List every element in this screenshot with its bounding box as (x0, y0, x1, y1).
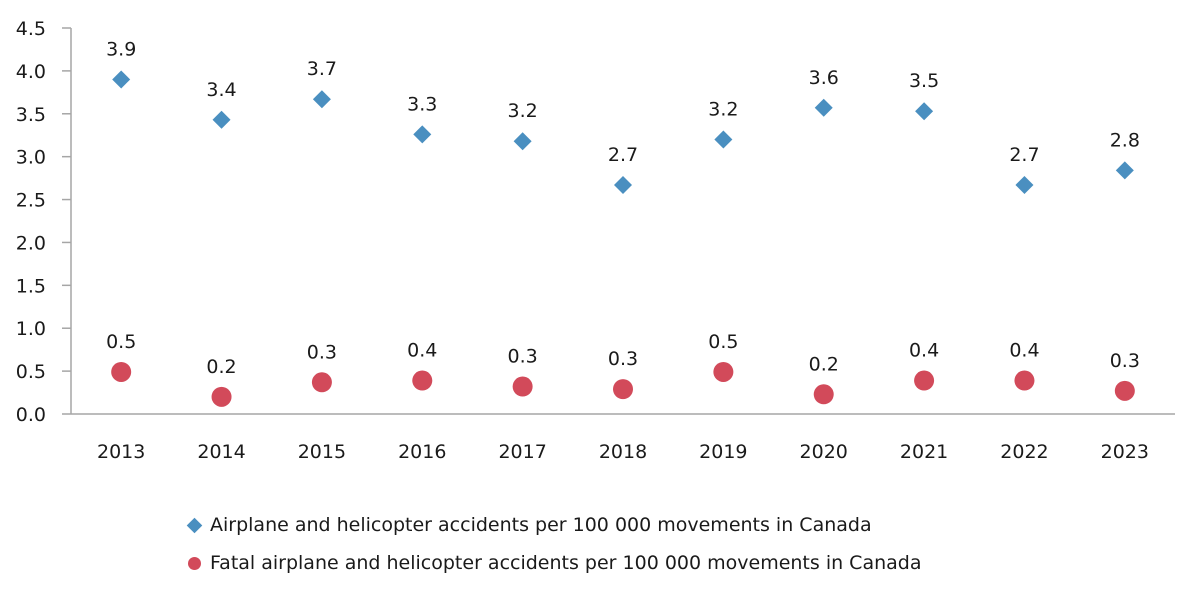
data-marks (111, 70, 1135, 407)
y-tick-label: 1.5 (16, 275, 46, 297)
diamond-point (513, 132, 532, 151)
circle-marker-icon (188, 556, 201, 570)
data-label: 0.5 (106, 331, 136, 353)
x-tick-label: 2020 (800, 441, 848, 463)
data-label: 3.3 (407, 93, 437, 115)
circle-point (311, 372, 332, 393)
data-label: 3.5 (909, 70, 939, 92)
y-tick-label: 4.5 (16, 18, 46, 40)
diamond-point (915, 102, 934, 121)
data-label: 2.7 (1009, 144, 1039, 166)
x-tick-label: 2015 (298, 441, 346, 463)
data-label: 2.7 (608, 144, 638, 166)
data-label: 2.8 (1110, 129, 1140, 151)
data-label: 0.3 (307, 341, 337, 363)
y-tick-label: 2.0 (16, 232, 46, 254)
legend-label-fatal-accidents: Fatal airplane and helicopter accidents … (210, 552, 922, 574)
y-tick-label: 0.5 (16, 361, 46, 383)
data-label: 0.5 (708, 331, 738, 353)
y-tick-label: 4.0 (16, 61, 46, 83)
x-tick-label: 2021 (900, 441, 948, 463)
data-label: 3.4 (206, 79, 236, 101)
x-tick-label: 2023 (1101, 441, 1149, 463)
axes (70, 28, 1175, 415)
data-label: 3.2 (508, 100, 538, 122)
circle-point (412, 370, 433, 391)
y-axis-ticks: 0.0 0.5 1.0 1.5 2.0 2.5 3.0 3.5 4.0 4.5 (16, 18, 71, 426)
legend-item-accidents: Airplane and helicopter accidents per 10… (186, 506, 921, 544)
data-label: 0.3 (608, 348, 638, 370)
diamond-point (312, 90, 331, 109)
circle-point (111, 361, 132, 382)
diamond-point (212, 110, 231, 129)
circle-point (1114, 380, 1135, 401)
data-label: 3.9 (106, 38, 136, 60)
diamond-marker-icon (186, 517, 203, 533)
diamond-point (714, 130, 733, 149)
diamond-point (1015, 175, 1034, 194)
data-label: 0.3 (1110, 350, 1140, 372)
x-tick-label: 2016 (398, 441, 446, 463)
diamond-point (814, 98, 833, 117)
x-tick-label: 2014 (197, 441, 245, 463)
data-label: 0.3 (508, 346, 538, 368)
circle-point (713, 361, 734, 382)
circle-point (914, 370, 935, 391)
legend: Airplane and helicopter accidents per 10… (186, 506, 921, 582)
circle-point (813, 384, 834, 405)
diamond-point (1115, 161, 1134, 180)
data-label: 0.4 (1009, 340, 1039, 362)
x-tick-label: 2017 (498, 441, 546, 463)
data-label: 3.2 (708, 99, 738, 121)
y-tick-label: 3.0 (16, 147, 46, 169)
diamond-point (614, 175, 632, 194)
legend-item-fatal-accidents: Fatal airplane and helicopter accidents … (186, 544, 921, 582)
data-label: 0.2 (206, 356, 236, 378)
x-tick-label: 2013 (97, 441, 145, 463)
x-tick-label: 2022 (1000, 441, 1048, 463)
circle-point (613, 379, 633, 400)
data-label: 3.7 (307, 58, 337, 80)
x-axis-ticks: 2013 2014 2015 2016 2017 2018 2019 2020 2021 2022… (97, 441, 1149, 463)
data-label: 0.4 (407, 340, 437, 362)
circle-point (211, 386, 232, 407)
data-label: 0.4 (909, 340, 939, 362)
diamond-point (112, 70, 131, 89)
legend-label-accidents: Airplane and helicopter accidents per 10… (210, 514, 872, 536)
y-tick-label: 2.5 (16, 190, 46, 212)
x-tick-label: 2018 (599, 441, 647, 463)
y-tick-label: 1.0 (16, 318, 46, 340)
data-labels: 3.9 3.4 3.7 3.3 3.2 2.7 3.2 3.6 3.5 2.7 2.8 0.5 0.2 0… (106, 38, 1140, 377)
circle-point (512, 376, 533, 397)
y-tick-label: 0.0 (16, 404, 46, 426)
y-tick-label: 3.5 (16, 104, 46, 126)
x-tick-label: 2019 (699, 441, 747, 463)
data-label: 0.2 (809, 353, 839, 375)
circle-point (1014, 370, 1035, 391)
data-label: 3.6 (809, 67, 839, 89)
diamond-point (413, 125, 432, 144)
